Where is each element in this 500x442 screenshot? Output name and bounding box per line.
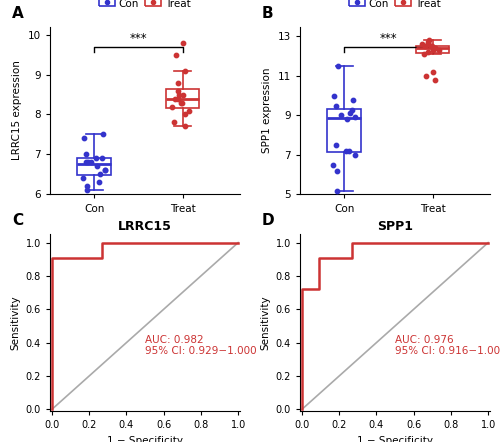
Point bbox=[345, 148, 353, 155]
Y-axis label: LRRC15 expression: LRRC15 expression bbox=[12, 61, 22, 160]
Point bbox=[424, 41, 432, 48]
Point bbox=[430, 76, 438, 84]
Point bbox=[351, 152, 359, 159]
Text: C: C bbox=[12, 213, 23, 228]
Point bbox=[332, 141, 340, 149]
Point bbox=[178, 99, 186, 106]
Point bbox=[435, 47, 443, 54]
Text: ***: *** bbox=[130, 32, 147, 45]
X-axis label: 1 − Specificity: 1 − Specificity bbox=[107, 436, 183, 442]
Point bbox=[342, 116, 350, 123]
Point bbox=[333, 187, 341, 194]
Point bbox=[429, 47, 437, 54]
Point bbox=[350, 114, 358, 121]
Point bbox=[83, 187, 91, 194]
Point bbox=[79, 175, 87, 182]
Point bbox=[428, 43, 436, 50]
Point bbox=[82, 151, 90, 158]
Point bbox=[424, 49, 432, 56]
Point bbox=[80, 135, 88, 142]
Title: SPP1: SPP1 bbox=[377, 220, 413, 233]
Point bbox=[431, 45, 439, 52]
Point bbox=[181, 123, 189, 130]
Point bbox=[95, 179, 103, 186]
Text: AUC: 0.976
95% CI: 0.916−1.000: AUC: 0.976 95% CI: 0.916−1.000 bbox=[395, 335, 500, 356]
Point bbox=[168, 103, 176, 110]
Point bbox=[346, 110, 354, 117]
Point bbox=[431, 45, 439, 52]
Point bbox=[420, 51, 428, 58]
X-axis label: 1 − Specificity: 1 − Specificity bbox=[357, 436, 433, 442]
Point bbox=[101, 167, 109, 174]
Point bbox=[92, 163, 100, 170]
Point bbox=[333, 167, 341, 174]
Point bbox=[424, 39, 432, 46]
Title: LRRC15: LRRC15 bbox=[118, 220, 172, 233]
Point bbox=[92, 155, 100, 162]
Point bbox=[329, 161, 337, 168]
Point bbox=[426, 37, 434, 44]
Point bbox=[171, 95, 179, 102]
Point bbox=[422, 72, 430, 80]
Point bbox=[83, 183, 91, 190]
Text: B: B bbox=[262, 6, 274, 21]
Y-axis label: Sensitivity: Sensitivity bbox=[10, 295, 20, 350]
Point bbox=[174, 95, 182, 102]
Point bbox=[170, 119, 178, 126]
Point bbox=[348, 96, 356, 103]
Point bbox=[98, 155, 106, 162]
Point bbox=[338, 112, 345, 119]
Point bbox=[418, 41, 426, 48]
Point bbox=[174, 79, 182, 86]
Y-axis label: SPP1 expression: SPP1 expression bbox=[262, 68, 272, 153]
Legend: Con, Treat: Con, Treat bbox=[95, 0, 195, 13]
Point bbox=[180, 67, 188, 74]
Point bbox=[348, 106, 356, 113]
Point bbox=[82, 159, 90, 166]
Point bbox=[88, 159, 96, 166]
Point bbox=[332, 102, 340, 109]
Point bbox=[421, 43, 429, 50]
Point bbox=[177, 99, 185, 106]
Point bbox=[100, 167, 108, 174]
Point bbox=[176, 91, 184, 98]
Point bbox=[179, 39, 187, 46]
Point bbox=[174, 87, 182, 94]
Text: D: D bbox=[262, 213, 274, 228]
Point bbox=[427, 43, 435, 50]
Point bbox=[179, 91, 187, 98]
Text: A: A bbox=[12, 6, 24, 21]
Point bbox=[98, 131, 106, 138]
Legend: Con, Treat: Con, Treat bbox=[345, 0, 445, 13]
Point bbox=[334, 62, 342, 69]
Point bbox=[84, 159, 92, 166]
Point bbox=[330, 92, 338, 99]
Point bbox=[96, 171, 104, 178]
Point bbox=[429, 69, 437, 76]
Point bbox=[185, 107, 193, 114]
Point bbox=[181, 111, 189, 118]
Point bbox=[342, 148, 350, 155]
Y-axis label: Sensitivity: Sensitivity bbox=[260, 295, 270, 350]
Point bbox=[172, 51, 179, 58]
Text: AUC: 0.982
95% CI: 0.929−1.000: AUC: 0.982 95% CI: 0.929−1.000 bbox=[145, 335, 256, 356]
Text: ***: *** bbox=[380, 32, 397, 45]
